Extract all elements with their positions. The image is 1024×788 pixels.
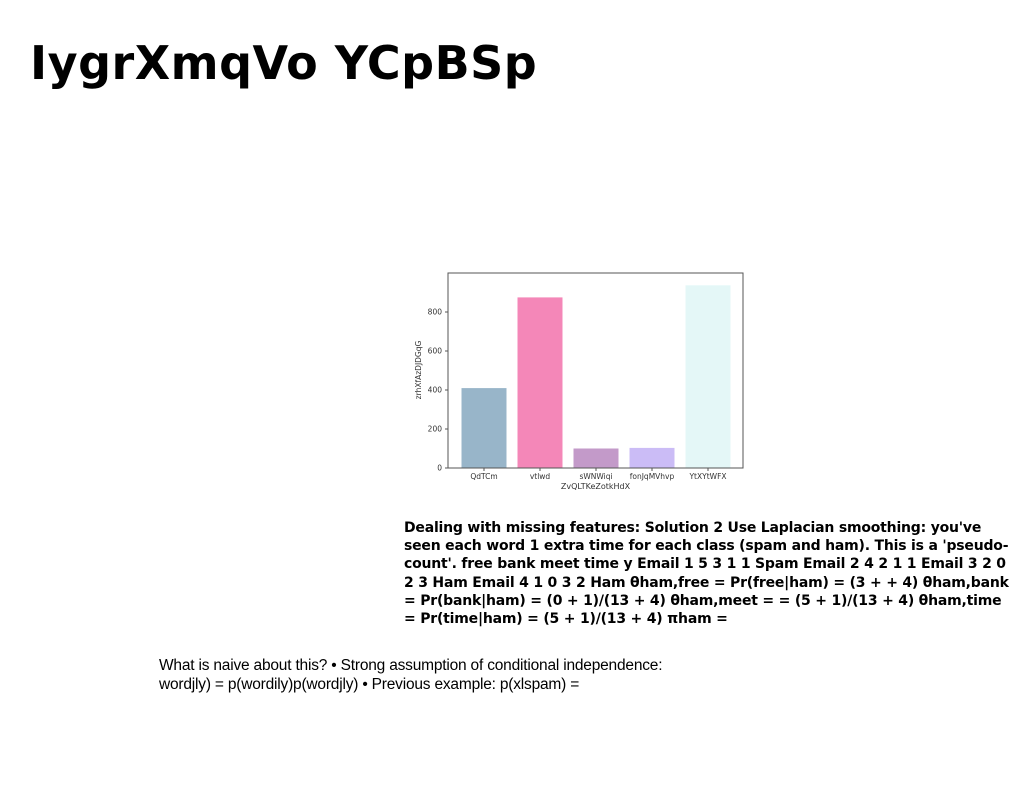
y-tick-label: 400	[428, 386, 443, 395]
y-tick-label: 0	[437, 464, 442, 473]
naive-assumption-line-2: wordjly) = p(wordily)p(wordjly) • Previo…	[159, 676, 580, 693]
bars-layer	[461, 285, 731, 468]
y-axis-label: zrhXfAzDJDGqG	[414, 340, 423, 399]
y-tick-label: 600	[428, 347, 443, 356]
naive-assumption-paragraph: What is naive about this? • Strong assum…	[159, 656, 879, 694]
bar-vtlwd	[517, 297, 563, 468]
slide-title: IygrXmqVo YCpBSp	[30, 36, 538, 90]
x-axis-label: ZvQLTKeZotkHdX	[561, 482, 631, 491]
x-tick-label: sWNWiqi	[579, 472, 612, 481]
y-tick-label: 800	[428, 308, 443, 317]
y-axis-ticks: 0 200 400 600 800	[428, 308, 448, 473]
bar-fonJqMVhvp	[629, 447, 675, 468]
x-tick-label: vtlwd	[530, 472, 551, 481]
bar-sWNWiqi	[573, 448, 619, 468]
x-axis-ticks: QdTCm vtlwd sWNWiqi fonJqMVhvp YtXYtWFX	[470, 468, 727, 481]
x-tick-label: YtXYtWFX	[688, 472, 726, 481]
naive-assumption-line-1: What is naive about this? • Strong assum…	[159, 657, 663, 674]
bar-chart-svg: 0 200 400 600 800 QdTCm vtlwd sWNWiqi fonJqMVhv…	[414, 272, 744, 491]
bar-QdTCm	[461, 388, 507, 468]
x-tick-label: QdTCm	[470, 472, 497, 481]
y-tick-label: 200	[428, 425, 443, 434]
plot-frame	[447, 272, 744, 469]
x-tick-label: fonJqMVhvp	[630, 472, 675, 481]
bar-chart: 0 200 400 600 800 QdTCm vtlwd sWNWiqi fonJqMVhv…	[408, 262, 754, 494]
bar-YtXYtWFX	[685, 285, 731, 468]
laplacian-smoothing-paragraph: Dealing with missing features: Solution …	[404, 520, 1009, 628]
